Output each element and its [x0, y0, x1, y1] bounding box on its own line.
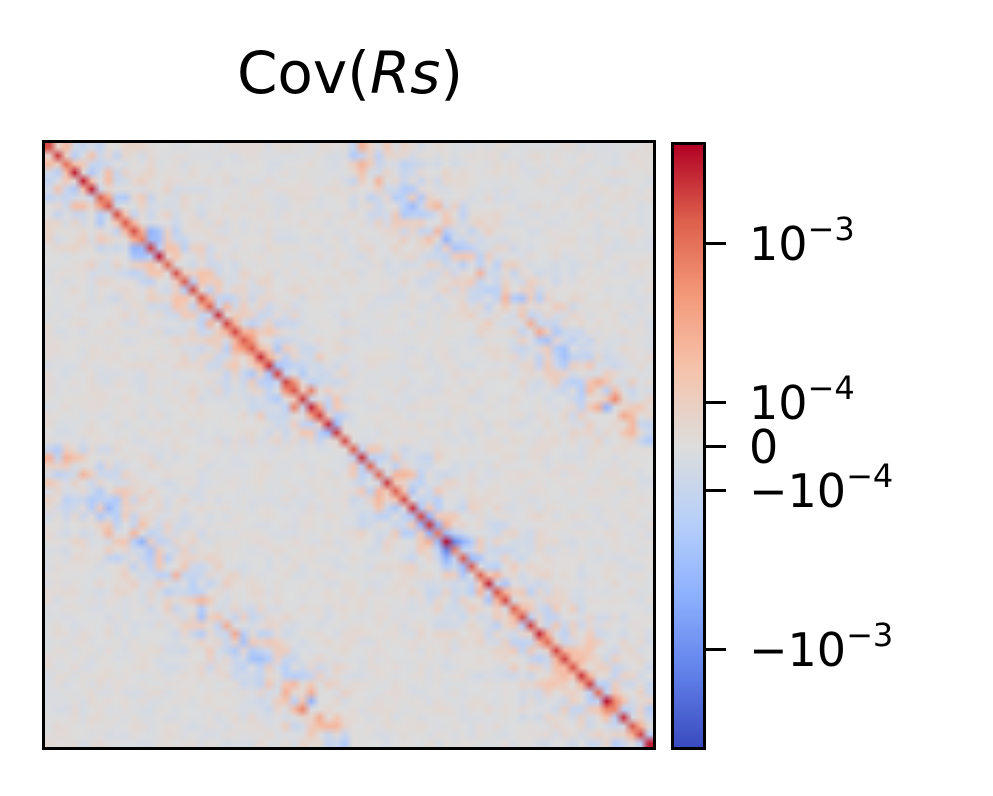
colorbar-tick-mark — [706, 648, 726, 651]
colorbar-tick-label: −10−3 — [749, 616, 894, 677]
title-suffix: ) — [440, 39, 464, 107]
colorbar-tick-mark — [706, 401, 726, 404]
colorbar-tick-label: 0 — [749, 420, 779, 474]
heatmap-axes — [42, 140, 656, 750]
colorbar-gradient — [674, 145, 703, 747]
covariance-heatmap — [45, 143, 653, 747]
title-italic-symbol: Rs — [369, 39, 441, 107]
chart-title: Cov(Rs) — [0, 38, 700, 108]
colorbar-tick-mark — [706, 445, 726, 448]
colorbar-tick-mark — [706, 489, 726, 492]
colorbar-tick-label: −10−4 — [749, 457, 894, 518]
colorbar-tick-label: 10−4 — [749, 369, 855, 430]
colorbar-tick-label: 10−3 — [749, 210, 855, 271]
colorbar-tick-mark — [706, 242, 726, 245]
title-prefix: Cov( — [236, 39, 370, 107]
colorbar — [671, 142, 706, 750]
